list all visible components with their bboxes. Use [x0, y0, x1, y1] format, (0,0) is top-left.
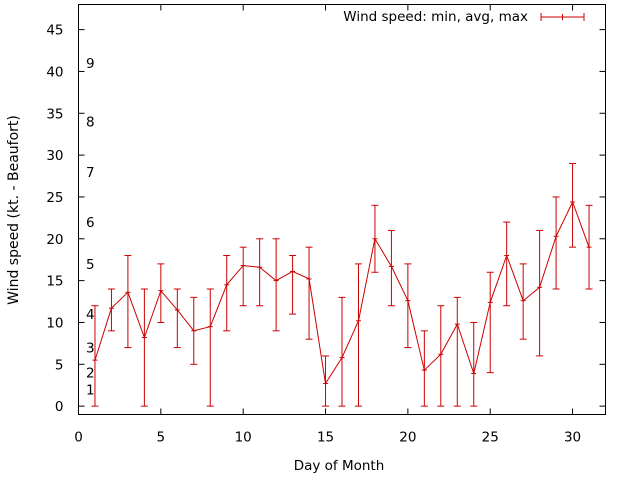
series-layer	[91, 162, 593, 407]
beaufort-label: 6	[86, 215, 95, 231]
y-tick-label: 10	[46, 315, 63, 331]
legend: Wind speed: min, avg, max	[343, 9, 585, 25]
x-tick-label: 5	[157, 430, 166, 446]
x-tick-label: 10	[235, 430, 252, 446]
x-tick-label: 25	[482, 430, 499, 446]
y-tick-label: 0	[55, 399, 64, 415]
y-tick-label: 5	[55, 357, 64, 373]
plot-frame	[78, 4, 606, 415]
y-tick-label: 25	[46, 190, 63, 206]
x-tick-label: 20	[399, 430, 416, 446]
y-tick-label: 30	[46, 148, 63, 164]
y-tick-label: 45	[46, 23, 63, 39]
x-axis-title: Day of Month	[294, 458, 385, 474]
x-axis-ticks: 0 5 10 15 20 25 30	[74, 4, 581, 446]
beaufort-label: 8	[86, 115, 95, 131]
y-tick-label: 40	[46, 64, 63, 80]
x-tick-label: 0	[74, 430, 83, 446]
x-tick-label: 30	[564, 430, 581, 446]
beaufort-label: 5	[86, 257, 95, 273]
y-tick-label: 35	[46, 106, 63, 122]
legend-label: Wind speed: min, avg, max	[343, 9, 528, 25]
beaufort-label: 9	[86, 56, 95, 72]
beaufort-label: 2	[86, 366, 95, 382]
beaufort-label: 7	[86, 165, 95, 181]
x-tick-label: 15	[317, 430, 334, 446]
y-tick-label: 20	[46, 232, 63, 248]
beaufort-label: 1	[86, 382, 95, 398]
y-tick-label: 15	[46, 274, 63, 290]
beaufort-label: 4	[86, 307, 95, 323]
beaufort-label: 3	[86, 341, 95, 357]
y-axis-title: Wind speed (kt. - Beaufort)	[6, 115, 22, 305]
beaufort-labels: 12 3 4 5 6 7 8 9	[86, 56, 95, 398]
